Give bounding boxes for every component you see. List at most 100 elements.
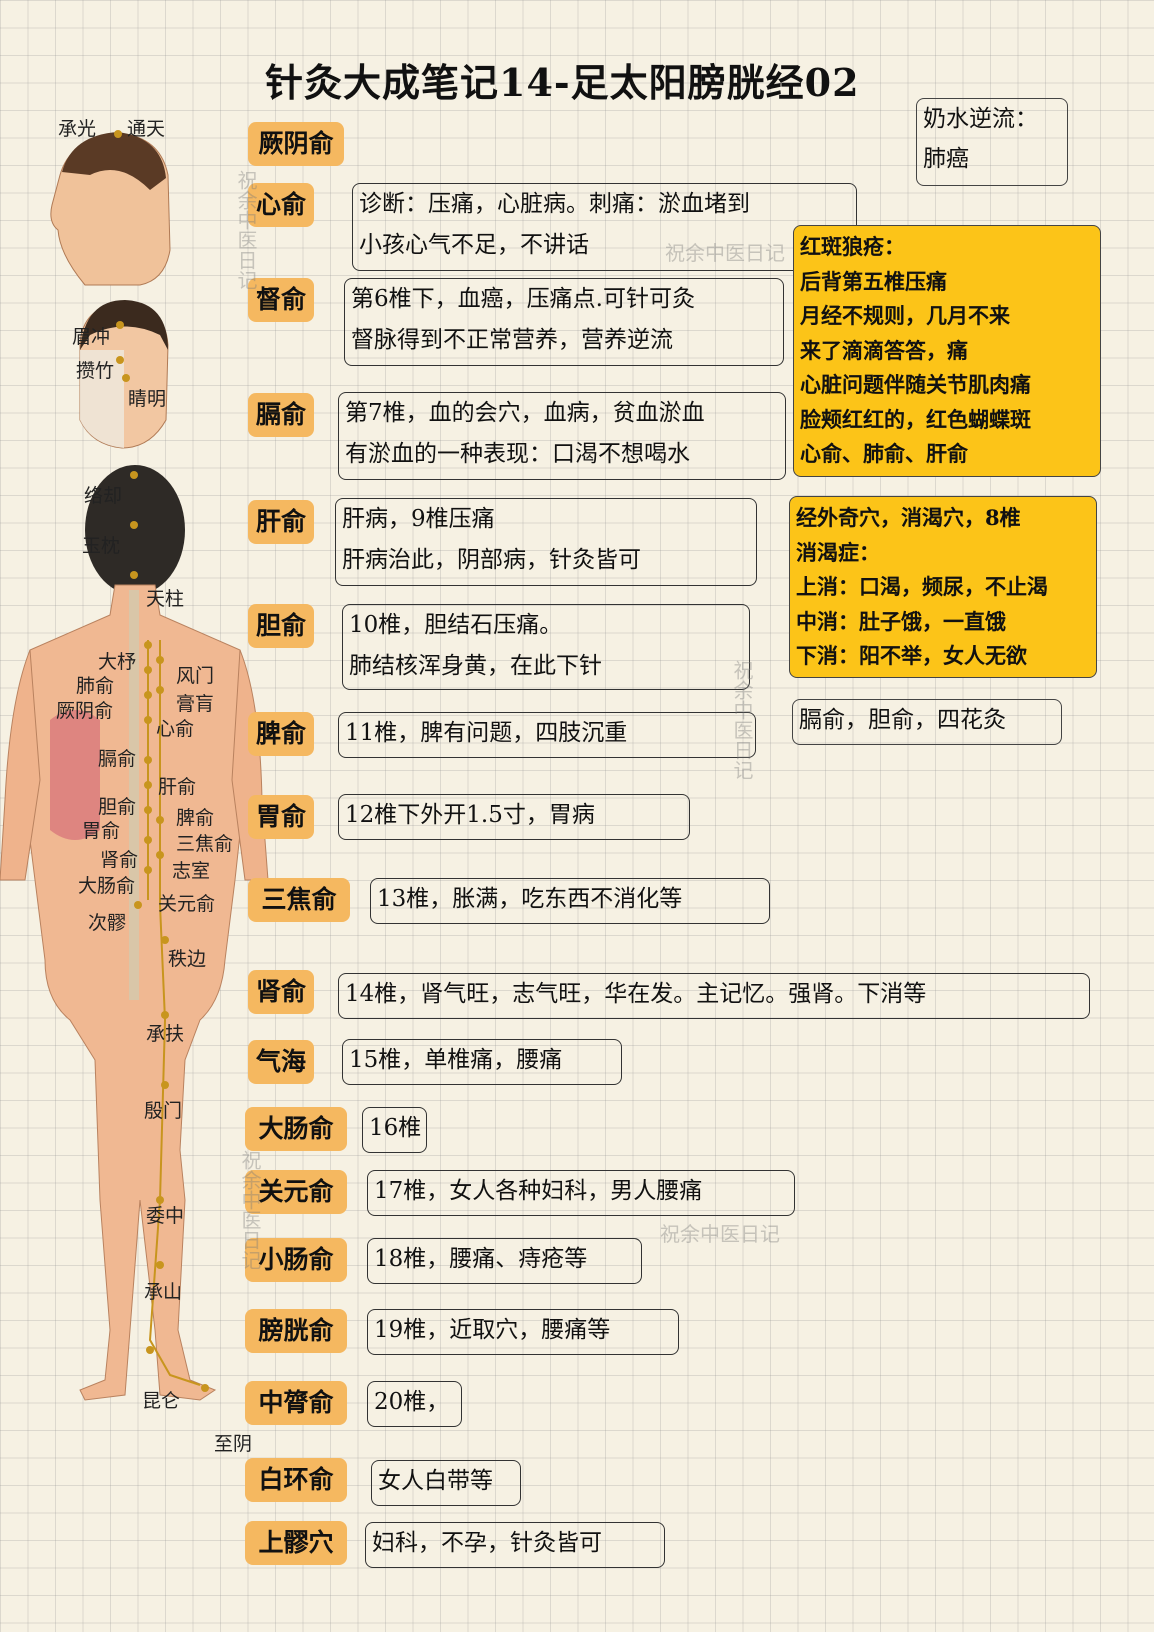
note-zhonglushu: 20椎， — [367, 1381, 462, 1427]
side-note-line: 后背第五椎压痛 — [800, 268, 947, 294]
side-note-line: 奶水逆流： — [923, 106, 1038, 132]
point-label: 至阴 — [214, 1433, 252, 1455]
acupoint-label-jueyinshu: 厥阴俞 — [248, 122, 344, 166]
side-note-line: 消渴症： — [796, 539, 880, 565]
watermark: 祝余中医日记 — [234, 170, 258, 290]
note-line: 10椎，胆结石压痛。 — [349, 612, 563, 638]
note-line: 诊断：压痛，心脏病。刺痛：淤血堵到 — [359, 191, 750, 217]
acupoint-label-pishu: 脾俞 — [248, 712, 314, 756]
note-geshu: 第7椎，血的会穴，血病，贫血淤血 有淤血的一种表现：口渴不想喝水 — [338, 392, 786, 480]
side-note-diabetes: 经外奇穴，消渴穴，8椎 消渴症： 上消：口渴，频尿，不止渴 中消：肚子饿，一直饿… — [789, 496, 1097, 678]
side-note-lupus: 红斑狼疮： 后背第五椎压痛 月经不规则，几月不来 来了滴滴答答，痛 心脏问题伴随… — [793, 225, 1101, 477]
note-line: 14椎，肾气旺，志气旺，华在发。主记忆。强肾。下消等 — [345, 981, 927, 1007]
point-label: 脾俞 — [176, 807, 214, 829]
point-label: 承光 — [58, 118, 96, 140]
point-label: 厥阴俞 — [56, 700, 113, 722]
note-shenshu: 14椎，肾气旺，志气旺，华在发。主记忆。强肾。下消等 — [338, 973, 1090, 1019]
body-back-illustration — [0, 465, 269, 1401]
acupoint-dots — [130, 471, 209, 1392]
note-line: 督脉得到不正常营养，营养逆流 — [351, 327, 673, 353]
acupoint-label-dushu: 督俞 — [248, 278, 314, 322]
note-guanyuanshu: 17椎，女人各种妇科，男人腰痛 — [367, 1170, 795, 1216]
point-label: 大肠俞 — [78, 875, 135, 897]
point-label: 络却 — [84, 485, 122, 507]
note-line: 第7椎，血的会穴，血病，贫血淤血 — [345, 400, 705, 426]
acupoint-label-xinshu: 心俞 — [248, 183, 314, 227]
side-note-line: 下消：阳不举，女人无欲 — [796, 643, 1027, 668]
acupoint-label-zhonglushu: 中膂俞 — [245, 1381, 347, 1425]
side-note-line: 心俞、肺俞、肝俞 — [800, 441, 968, 466]
watermark: 祝余中医日记 — [660, 1222, 780, 1246]
point-label: 秩边 — [168, 948, 206, 970]
note-dachangshu: 16椎 — [362, 1107, 427, 1153]
note-line: 16椎 — [369, 1115, 422, 1141]
acupoint-label-geshu: 膈俞 — [248, 393, 314, 437]
note-danshu: 10椎，胆结石压痛。 肺结核浑身黄，在此下针 — [342, 604, 750, 690]
point-label: 次髎 — [88, 912, 126, 934]
note-line: 妇科，不孕，针灸皆可 — [372, 1530, 602, 1556]
point-label: 大杼 — [98, 651, 136, 673]
acupoint-label-shangliaoxue: 上髎穴 — [245, 1521, 347, 1565]
note-line: 肺结核浑身黄，在此下针 — [349, 653, 602, 679]
page-title: 针灸大成笔记14-足太阳膀胱经02 — [265, 60, 860, 105]
point-label: 志室 — [172, 860, 210, 882]
side-note-line: 月经不规则，几月不来 — [800, 303, 1010, 328]
point-label: 承山 — [144, 1281, 182, 1303]
side-note-line: 来了滴滴答答，痛 — [800, 337, 968, 363]
point-label: 肾俞 — [100, 849, 138, 871]
note-line: 小孩心气不足，不讲话 — [359, 232, 589, 258]
side-note-milk: 奶水逆流： 肺癌 — [916, 98, 1068, 186]
point-label: 膈俞 — [98, 748, 136, 770]
note-pishu: 11椎，脾有问题，四肢沉重 — [338, 712, 756, 758]
acupoint-label-weishu: 胃俞 — [248, 795, 314, 839]
side-note-line: 肺癌 — [923, 146, 969, 172]
point-label: 关元俞 — [158, 893, 215, 915]
note-line: 12椎下外开1.5寸，胃病 — [345, 802, 595, 828]
acupoint-label-sanjiaoshu: 三焦俞 — [248, 878, 350, 922]
point-label: 风门 — [176, 665, 214, 687]
face-illustration — [79, 300, 169, 449]
acupoint-label-shenshu: 肾俞 — [248, 970, 314, 1014]
point-label: 眉冲 — [72, 326, 110, 348]
note-pangguangshu: 19椎，近取穴，腰痛等 — [367, 1309, 679, 1355]
note-line: 20椎， — [374, 1389, 450, 1415]
point-label: 天柱 — [146, 588, 184, 610]
watermark: 祝余中医日记 — [730, 660, 754, 780]
acupoint-label-guanyuanshu: 关元俞 — [245, 1170, 347, 1214]
point-label: 胆俞 — [98, 796, 136, 818]
point-label: 胃俞 — [82, 820, 120, 842]
point-label: 攒竹 — [76, 360, 114, 382]
head-profile-illustration — [50, 130, 171, 286]
acupoint-labels: 承光 通天 眉冲 攒竹 睛明 络却 玉枕 天柱 大杼 风门 肺俞 膏肓 厥阴俞 … — [56, 118, 252, 1455]
note-line: 17椎，女人各种妇科，男人腰痛 — [374, 1178, 703, 1204]
watermark: 祝余中医日记 — [665, 241, 785, 265]
note-line: 13椎，胀满，吃东西不消化等 — [377, 886, 683, 912]
acupoint-label-qihai: 气海 — [248, 1040, 314, 1084]
acupoint-label-danshu: 胆俞 — [248, 604, 314, 648]
note-qihai: 15椎，单椎痛，腰痛 — [342, 1039, 622, 1085]
side-note-line: 上消：口渴，频尿，不止渴 — [796, 574, 1048, 599]
note-sanjiaoshu: 13椎，胀满，吃东西不消化等 — [370, 878, 770, 924]
acupoint-label-baihuanshu: 白环俞 — [245, 1458, 347, 1502]
point-label: 膏肓 — [176, 692, 214, 715]
point-label: 三焦俞 — [176, 833, 233, 855]
acupoint-label-ganshu: 肝俞 — [248, 500, 314, 544]
meridian-figure: 承光 通天 眉冲 攒竹 睛明 络却 玉枕 天柱 大杼 风门 肺俞 膏肓 厥阴俞 … — [0, 118, 269, 1455]
note-shangliaoxue: 妇科，不孕，针灸皆可 — [365, 1522, 665, 1568]
point-label: 睛明 — [128, 388, 166, 410]
point-label: 殷门 — [144, 1100, 182, 1122]
note-baihuanshu: 女人白带等 — [371, 1460, 521, 1506]
note-line: 肝病，9椎压痛 — [342, 506, 495, 532]
note-weishu: 12椎下外开1.5寸，胃病 — [338, 794, 690, 840]
side-note-line: 膈俞，胆俞，四花灸 — [799, 707, 1006, 733]
acupoint-label-xiaochangshu: 小肠俞 — [245, 1238, 347, 1282]
note-line: 肝病治此，阴部病，针灸皆可 — [342, 547, 641, 573]
side-note-line: 红斑狼疮： — [800, 234, 905, 259]
note-xiaochangshu: 18椎，腰痛、痔疮等 — [367, 1238, 642, 1284]
side-note-sihuajiu: 膈俞，胆俞，四花灸 — [792, 699, 1062, 745]
watermark: 祝余中医日记 — [238, 1150, 262, 1270]
note-line: 第6椎下，血癌，压痛点.可针可灸 — [351, 286, 695, 312]
point-label: 心俞 — [156, 718, 194, 740]
note-line: 19椎，近取穴，腰痛等 — [374, 1317, 611, 1343]
note-line: 11椎，脾有问题，四肢沉重 — [345, 720, 628, 746]
